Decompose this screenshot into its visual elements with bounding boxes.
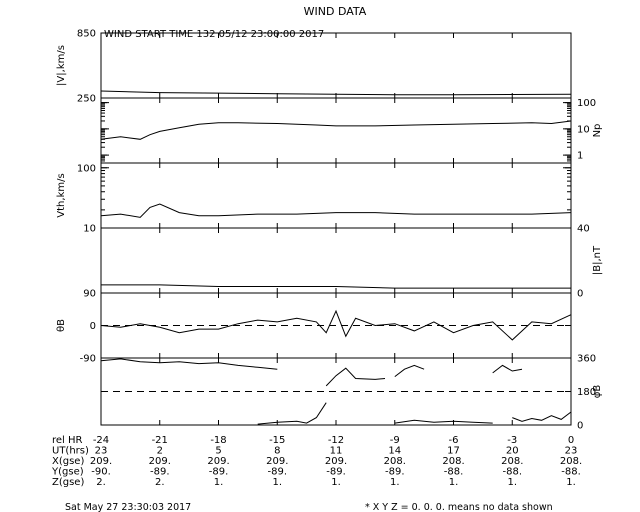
table-cell: 1. — [214, 477, 224, 488]
y-tick-label-density-0: 100 — [577, 98, 596, 109]
y-tick-label-theta-1: 0 — [90, 321, 96, 332]
series-phi-5 — [394, 419, 493, 424]
table-cell: -89. — [385, 467, 405, 478]
panel-frame-thermal — [100, 162, 572, 229]
series-phi-2 — [394, 364, 425, 377]
series-thermal-0 — [100, 203, 572, 218]
series-phi-4 — [257, 402, 327, 425]
table-cell: 23 — [95, 446, 108, 457]
axis-label-thermal: Vth,km/s — [56, 173, 67, 217]
table-cell: -24 — [93, 435, 109, 446]
panel-thermal: 100 10 Vth,km/s — [56, 162, 572, 235]
y-tick-label-theta-2: -90 — [80, 354, 96, 365]
table-cell: -15 — [269, 435, 285, 446]
series-field-0 — [101, 284, 571, 289]
series-speed-0 — [100, 90, 572, 96]
y-tick-label-density-2: 1 — [577, 151, 583, 162]
table-cell: -9 — [390, 435, 400, 446]
series-phi-6 — [512, 411, 572, 422]
table-cell: -18 — [210, 435, 226, 446]
table-cell: 5 — [215, 446, 221, 457]
table-cell: 208. — [560, 456, 582, 467]
series-phi-0 — [100, 358, 278, 370]
panel-field: 40 0 |B|,nT — [100, 224, 603, 300]
panel-theta: 90 0 -90 θB — [56, 289, 572, 365]
table-cell: 0 — [568, 435, 574, 446]
table-cell: 1. — [390, 477, 400, 488]
table-cell: 23 — [565, 446, 578, 457]
y-tick-label-speed-0: 850 — [77, 29, 96, 40]
series-theta-0 — [100, 309, 572, 341]
table-cell: 8 — [274, 446, 280, 457]
table-cell: -89. — [267, 467, 287, 478]
axis-label-phi: φB — [592, 385, 603, 399]
y-tick-label-field-0: 40 — [577, 224, 590, 235]
footer-timestamp: Sat May 27 23:30:03 2017 — [65, 502, 191, 512]
table-cell: -12 — [328, 435, 344, 446]
table-cell: -90. — [91, 467, 111, 478]
table-cell: 2 — [157, 446, 163, 457]
table-cell: 208. — [384, 456, 406, 467]
axis-label-speed: |V|,km/s — [56, 45, 67, 86]
axis-label-density: Np — [592, 124, 603, 138]
start-time-label: WIND START TIME 132 05/12 23:00:00 2017 — [104, 29, 324, 40]
table-row-label: Y(gse) — [51, 467, 84, 478]
table-cell: 2. — [155, 477, 165, 488]
table-cell: -88. — [444, 467, 464, 478]
table-cell: -3 — [507, 435, 517, 446]
table-cell: 17 — [447, 446, 460, 457]
table-cell: 208. — [501, 456, 523, 467]
table-row-label: UT(hrs) — [52, 446, 89, 457]
panel-density: 100 10 1 Np — [100, 97, 603, 164]
table-cell: 209. — [90, 456, 112, 467]
table-row-label: rel HR — [52, 435, 83, 446]
table-cell: -89. — [209, 467, 229, 478]
table-cell: 1. — [566, 477, 576, 488]
table-cell: 208. — [442, 456, 464, 467]
y-tick-label-theta-0: 90 — [83, 289, 96, 300]
axis-label-theta: θB — [56, 319, 67, 332]
y-tick-label-speed-1: 250 — [77, 94, 96, 105]
table-cell: 209. — [207, 456, 229, 467]
table-row-label: X(gse) — [52, 456, 84, 467]
y-tick-label-thermal-0: 100 — [77, 163, 96, 174]
table-cell: 2. — [96, 477, 106, 488]
series-phi-1 — [325, 367, 386, 387]
table-cell: 1. — [507, 477, 517, 488]
panel-frame-field — [100, 227, 572, 294]
y-tick-label-field-1: 0 — [577, 289, 583, 300]
y-tick-label-phi-1: 180 — [577, 387, 596, 398]
chart-title: WIND DATA — [304, 5, 367, 18]
table-cell: 1. — [331, 477, 341, 488]
series-phi-3 — [492, 364, 523, 374]
ephemeris-table: rel HR -24 -21 -18 -15 -12 -9 -6 -3 0 UT(hrs) 23 2 5 8… — [51, 435, 582, 488]
table-cell: 1. — [272, 477, 282, 488]
y-tick-label-phi-0: 360 — [577, 354, 596, 365]
panel-frame-density — [100, 97, 572, 164]
panel-frame-speed — [100, 32, 572, 99]
panel-phi: 360 180 0 φB — [100, 354, 603, 432]
table-cell: 1. — [449, 477, 459, 488]
y-tick-label-thermal-1: 10 — [83, 224, 96, 235]
y-tick-label-phi-2: 0 — [577, 421, 583, 432]
table-cell: 209. — [149, 456, 171, 467]
table-cell: 14 — [388, 446, 401, 457]
table-cell: -88. — [561, 467, 581, 478]
table-cell: 11 — [330, 446, 343, 457]
table-cell: 20 — [506, 446, 519, 457]
footer-note: * X Y Z = 0. 0. 0. means no data shown — [365, 502, 553, 512]
table-cell: -6 — [449, 435, 459, 446]
table-cell: 209. — [325, 456, 347, 467]
table-cell: -21 — [152, 435, 168, 446]
table-cell: -88. — [502, 467, 522, 478]
panels-group: 850 250 |V|,km/s 100 10 1 Np 100 10 Vth,km/s 40 0 |B… — [56, 29, 603, 432]
series-density-0 — [100, 120, 572, 140]
table-cell: 209. — [266, 456, 288, 467]
axis-label-field: |B|,nT — [592, 245, 603, 275]
table-cell: -89. — [150, 467, 170, 478]
table-row-label: Z(gse) — [52, 477, 84, 488]
y-tick-label-density-1: 10 — [577, 124, 590, 135]
table-cell: -89. — [326, 467, 346, 478]
